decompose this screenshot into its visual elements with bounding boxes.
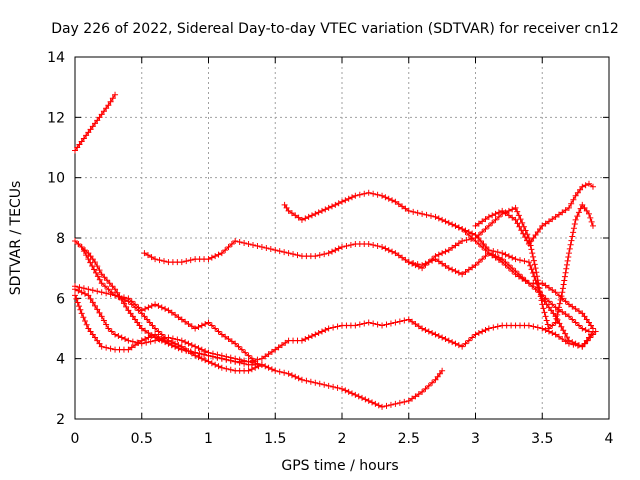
x-tick-label: 0 [71, 431, 80, 447]
chart-title: Day 226 of 2022, Sidereal Day-to-day VTE… [51, 21, 619, 37]
y-tick-label: 8 [56, 231, 65, 247]
series-s3 [72, 292, 599, 365]
x-tick-label: 3 [471, 431, 480, 447]
data-point-markers [72, 283, 259, 365]
series-s11 [72, 238, 259, 368]
y-tick-label: 6 [56, 291, 65, 307]
series-s9 [452, 222, 596, 350]
data-point-markers [72, 91, 119, 154]
y-tick-label: 4 [56, 352, 65, 368]
series-s6 [141, 201, 596, 332]
x-tick-label: 1 [204, 431, 213, 447]
y-tick-label: 10 [47, 171, 65, 187]
y-tick-label: 2 [56, 412, 65, 428]
x-tick-label: 4 [605, 431, 614, 447]
data-point-markers [141, 201, 596, 332]
x-tick-label: 2.5 [398, 431, 420, 447]
y-tick-label: 12 [47, 110, 65, 126]
x-tick-label: 3.5 [531, 431, 553, 447]
series-s10 [472, 180, 596, 248]
x-tick-label: 1.5 [264, 431, 286, 447]
y-axis-label: SDTVAR / TECUs [8, 181, 24, 296]
data-point-markers [72, 286, 265, 368]
series-s2 [72, 238, 446, 410]
data-point-markers [405, 250, 596, 332]
axis-ticks: 0 0.5 1 1.5 2 2.5 3 3.5 4 2 4 6 8 10 12 14 [47, 50, 613, 447]
data-point-markers [72, 292, 599, 365]
x-axis-label: GPS time / hours [281, 458, 398, 474]
x-tick-label: 0.5 [131, 431, 153, 447]
series-line [74, 288, 263, 366]
data-point-markers [452, 222, 596, 350]
plot-frame [74, 56, 610, 420]
y-tick-label: 14 [47, 50, 65, 66]
series-s4 [72, 283, 259, 365]
data-point-markers [72, 238, 259, 368]
series-line [74, 285, 256, 363]
series-line [144, 203, 594, 330]
series-s1 [72, 91, 119, 154]
series-s8 [405, 250, 596, 332]
data-point-markers [472, 180, 596, 248]
x-tick-label: 2 [338, 431, 347, 447]
series-layer [72, 91, 599, 410]
